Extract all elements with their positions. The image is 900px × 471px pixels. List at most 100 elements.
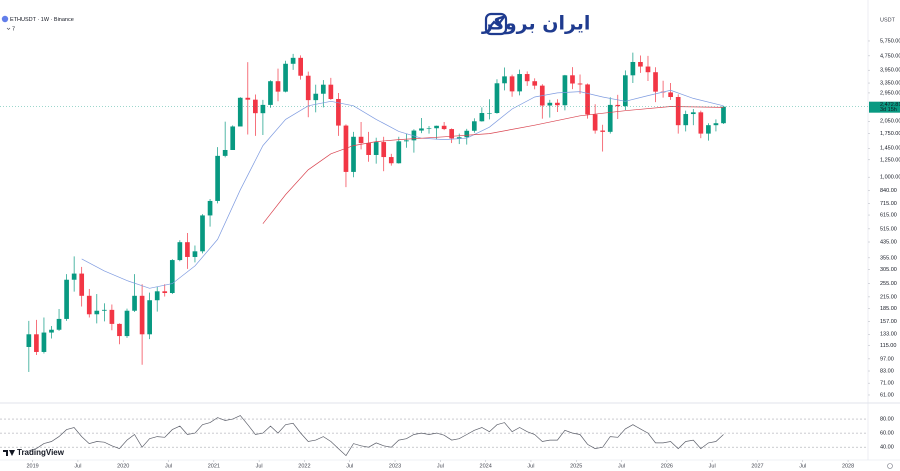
candle-body xyxy=(230,126,236,150)
y-tick-label: 305.00 xyxy=(880,267,897,273)
candle-body xyxy=(283,63,288,92)
candle-body xyxy=(94,310,100,315)
y-tick-label: 60.00 xyxy=(880,431,894,437)
y-tick-label: 1,250.00 xyxy=(880,157,900,163)
x-tick-label: 2026 xyxy=(661,463,673,469)
candle-body xyxy=(502,76,507,84)
candle-body xyxy=(675,97,681,126)
candle-body xyxy=(562,75,568,106)
candle-body xyxy=(207,200,213,216)
candle-body xyxy=(200,215,205,252)
candle-body xyxy=(34,334,39,352)
candle-body xyxy=(192,251,198,257)
last-price-box xyxy=(869,101,900,113)
currency-label[interactable]: USDT xyxy=(880,17,896,23)
candle-body xyxy=(592,114,598,131)
y-tick-label: 255.00 xyxy=(880,281,897,287)
symbol-title[interactable]: ETHUSDT · 1W · Binance xyxy=(10,17,74,23)
candle-body xyxy=(305,75,311,101)
candle-body xyxy=(253,99,258,114)
y-tick-label: 715.00 xyxy=(880,201,897,207)
y-tick-label: 133.00 xyxy=(880,332,897,338)
x-tick-label: Jul xyxy=(74,463,81,469)
x-tick-label: 2023 xyxy=(389,463,401,469)
candle-body xyxy=(79,273,85,296)
candle-body xyxy=(464,130,470,138)
candle-body xyxy=(64,279,69,319)
y-tick-label: 355.00 xyxy=(880,255,897,261)
y-tick-label: 71.00 xyxy=(880,381,894,387)
candle-body xyxy=(690,112,696,115)
candle-body xyxy=(358,136,364,144)
indicator-toggle[interactable] xyxy=(6,27,11,30)
candle-body xyxy=(185,242,190,257)
x-tick-label: Jul xyxy=(346,463,353,469)
y-tick-label: 185.00 xyxy=(880,306,897,312)
candle-body xyxy=(600,130,606,132)
candle-body xyxy=(487,113,492,114)
candle-body xyxy=(169,260,175,294)
candle-body xyxy=(532,81,538,86)
candle-body xyxy=(117,323,122,337)
candle-body xyxy=(245,97,251,100)
candle-body xyxy=(419,128,424,131)
candle-body xyxy=(139,295,145,335)
candle-body xyxy=(102,309,107,311)
y-tick-label: 1,000.00 xyxy=(880,175,900,181)
x-tick-label: 2020 xyxy=(117,463,129,469)
y-tick-label: 83.00 xyxy=(880,368,894,374)
candle-body xyxy=(471,121,477,131)
candle-body xyxy=(622,75,628,107)
y-tick-label: 5,750.00 xyxy=(880,38,900,44)
x-tick-label: Jul xyxy=(799,463,806,469)
candle-body xyxy=(328,84,334,99)
candle-body xyxy=(721,106,726,124)
candle-body xyxy=(456,137,462,139)
candle-body xyxy=(638,61,643,67)
x-tick-label: 2022 xyxy=(298,463,310,469)
x-tick-label: Jul xyxy=(437,463,444,469)
candle-body xyxy=(698,112,704,134)
x-tick-label: 2021 xyxy=(208,463,220,469)
candle-body xyxy=(479,113,485,122)
brand-icon xyxy=(484,12,508,36)
y-tick-label: 615.00 xyxy=(880,212,897,218)
candle-body xyxy=(630,61,636,76)
candle-body xyxy=(585,84,590,115)
x-tick-label: Jul xyxy=(165,463,172,469)
candle-body xyxy=(434,125,439,129)
candle-body xyxy=(706,125,711,134)
tradingview-watermark: TradingView xyxy=(3,448,65,457)
brand-icon-arrow xyxy=(488,16,505,29)
candle-body xyxy=(343,125,349,172)
y-tick-label: 40.00 xyxy=(880,445,894,451)
brand-name: ایران بروکر xyxy=(481,13,590,35)
candle-body xyxy=(124,310,130,337)
countdown: 3d 15h xyxy=(880,107,897,113)
candle-body xyxy=(509,76,515,92)
y-tick-label: 2,050.00 xyxy=(880,119,900,125)
settings-icon[interactable] xyxy=(887,463,893,469)
candle-body xyxy=(494,83,500,114)
candle-body xyxy=(109,309,115,324)
y-tick-label: 515.00 xyxy=(880,226,897,232)
candle-body xyxy=(162,291,168,294)
y-tick-label: 80.00 xyxy=(880,417,894,423)
y-tick-label: 1,750.00 xyxy=(880,131,900,137)
candle-body xyxy=(396,141,402,164)
candle-body xyxy=(426,128,432,129)
candle-body xyxy=(56,318,62,330)
y-tick-label: 215.00 xyxy=(880,294,897,300)
candle-body xyxy=(388,157,394,164)
candle-body xyxy=(373,142,379,155)
x-tick-label: 2025 xyxy=(570,463,582,469)
candle-body xyxy=(653,72,658,92)
candle-body xyxy=(668,92,673,98)
candle-body xyxy=(615,104,621,107)
indicator-count[interactable]: 7 xyxy=(12,26,15,32)
candle-body xyxy=(577,83,583,85)
candle-body xyxy=(547,102,553,106)
candle-body xyxy=(41,332,47,352)
plot xyxy=(26,52,726,372)
